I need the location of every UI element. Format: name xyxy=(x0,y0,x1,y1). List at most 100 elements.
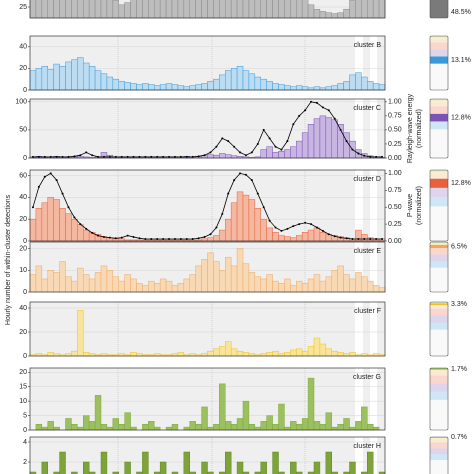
day-band xyxy=(355,437,363,474)
energy-point xyxy=(144,155,147,158)
y2-tick-label: 1.00 xyxy=(388,99,402,106)
bar xyxy=(201,461,208,474)
bar xyxy=(112,276,120,293)
energy-point xyxy=(239,172,242,175)
bar xyxy=(355,272,362,293)
bar xyxy=(343,8,350,19)
bar xyxy=(195,84,202,91)
panel: 25 48.5% xyxy=(19,0,471,19)
bar xyxy=(71,280,78,293)
bar xyxy=(301,0,309,19)
share-segment xyxy=(430,308,448,316)
share-segment xyxy=(430,322,448,330)
day-band xyxy=(355,99,363,158)
bar xyxy=(47,421,54,431)
bar xyxy=(266,81,273,91)
bar xyxy=(59,0,66,19)
bar xyxy=(290,461,297,474)
bar xyxy=(242,471,250,474)
bar xyxy=(278,0,285,19)
bar xyxy=(29,471,37,474)
energy-point xyxy=(120,236,123,239)
share-frame xyxy=(429,98,449,159)
share-label: 6.5% xyxy=(451,243,467,250)
share-segment xyxy=(430,437,448,439)
bar xyxy=(154,0,161,19)
bar xyxy=(361,471,368,474)
bar xyxy=(148,0,155,19)
share-segment xyxy=(430,102,448,107)
energy-point xyxy=(286,227,289,230)
bar xyxy=(35,265,43,293)
bar xyxy=(100,265,108,293)
day-band xyxy=(370,170,377,241)
bar xyxy=(130,426,137,431)
energy-point xyxy=(363,237,366,240)
share-label: 1.7% xyxy=(451,366,467,373)
energy-point xyxy=(239,151,242,154)
energy-point xyxy=(73,155,76,158)
share-frame xyxy=(429,0,449,19)
panel-frame xyxy=(29,301,386,357)
share-segment xyxy=(430,371,448,376)
bar xyxy=(171,0,179,19)
bar xyxy=(154,471,161,474)
bar xyxy=(296,280,303,293)
energy-point xyxy=(381,237,384,240)
bar xyxy=(41,65,48,91)
share-label: 12.8% xyxy=(451,180,471,187)
energy-point xyxy=(191,237,194,240)
bar xyxy=(35,68,43,91)
bar xyxy=(195,265,202,293)
bar xyxy=(195,423,202,431)
share-frame xyxy=(429,169,449,242)
bar xyxy=(124,274,131,293)
bar xyxy=(337,265,344,293)
y2-tick-label: 0.25 xyxy=(388,141,402,148)
bar xyxy=(230,265,238,293)
energy-point xyxy=(132,235,135,238)
bar xyxy=(77,267,84,293)
y-tick-label: 40 xyxy=(19,44,27,51)
panel: 0 20 40 60 0.00 0.25 0.50 0.75 1.00 P-wave (normal… xyxy=(19,169,471,245)
bar xyxy=(47,270,54,293)
bar xyxy=(272,451,279,474)
energy-point xyxy=(244,154,247,157)
energy-point xyxy=(363,154,366,157)
bar xyxy=(189,471,196,474)
bar xyxy=(331,471,338,474)
bar xyxy=(207,154,214,159)
bar xyxy=(260,78,267,91)
share-segment xyxy=(430,399,448,430)
share-segment xyxy=(430,37,448,40)
bar xyxy=(278,471,285,474)
bar xyxy=(319,423,327,431)
bar xyxy=(142,83,149,91)
bar xyxy=(47,69,54,91)
energy-point xyxy=(108,155,111,158)
bar xyxy=(136,353,143,357)
bar xyxy=(284,85,291,91)
bar xyxy=(331,270,338,293)
bar xyxy=(284,149,291,159)
bar xyxy=(319,11,327,19)
bar xyxy=(307,278,315,293)
energy-point xyxy=(79,154,82,157)
bar xyxy=(372,353,380,357)
y-tick-label: 0 xyxy=(23,353,27,360)
bar xyxy=(225,0,232,19)
energy-point xyxy=(339,236,342,239)
bar xyxy=(230,423,238,431)
bar xyxy=(189,353,196,357)
bar xyxy=(372,285,380,293)
bar xyxy=(41,426,48,431)
energy-point xyxy=(79,223,82,226)
energy-point xyxy=(120,155,123,158)
bar xyxy=(118,81,125,91)
share-segment xyxy=(430,170,448,172)
share-segment xyxy=(430,448,448,455)
bar xyxy=(118,353,125,357)
bar xyxy=(272,83,279,91)
bar xyxy=(307,229,315,242)
panel-frame xyxy=(29,367,386,431)
